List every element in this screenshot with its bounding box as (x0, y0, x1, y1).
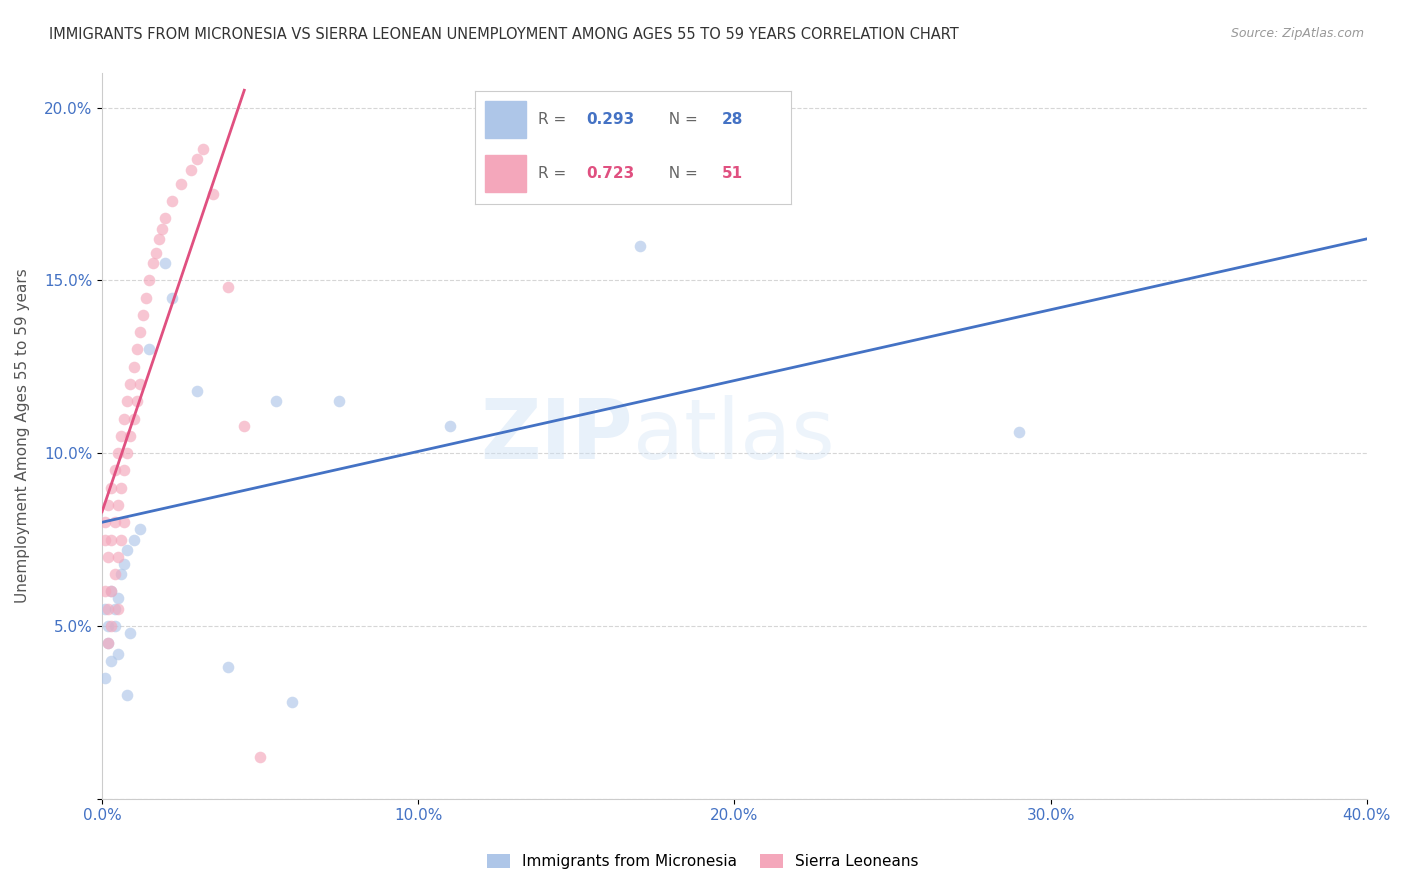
Point (117, 394, 139, 409)
Point (186, 384, 208, 398)
Point (97, 549, 120, 564)
Point (100, 481, 122, 495)
Point (112, 516, 135, 530)
Point (148, 232, 170, 246)
Point (107, 549, 129, 564)
Point (94, 671, 117, 685)
Point (100, 533, 122, 547)
Text: atlas: atlas (633, 395, 835, 476)
Point (104, 463, 127, 477)
Point (122, 359, 145, 374)
Point (122, 533, 145, 547)
Y-axis label: Unemployment Among Ages 55 to 59 years: Unemployment Among Ages 55 to 59 years (15, 268, 30, 603)
Point (110, 429, 132, 443)
Point (160, 194, 183, 208)
Point (217, 660, 239, 674)
Point (129, 325, 152, 339)
Point (107, 647, 129, 661)
Point (100, 653, 122, 667)
Point (110, 533, 132, 547)
Point (120, 377, 142, 392)
Point (104, 516, 127, 530)
Point (135, 291, 157, 305)
Point (94, 601, 117, 615)
Point (107, 446, 129, 460)
Point (104, 567, 127, 582)
Point (160, 291, 183, 305)
Point (107, 591, 129, 606)
Point (125, 343, 148, 357)
Text: IMMIGRANTS FROM MICRONESIA VS SIERRA LEONEAN UNEMPLOYMENT AMONG AGES 55 TO 59 YE: IMMIGRANTS FROM MICRONESIA VS SIERRA LEO… (49, 27, 959, 42)
Legend: Immigrants from Micronesia, Sierra Leoneans: Immigrants from Micronesia, Sierra Leone… (481, 848, 925, 875)
Point (129, 522, 152, 536)
Point (170, 177, 193, 191)
Text: Source: ZipAtlas.com: Source: ZipAtlas.com (1230, 27, 1364, 40)
Point (100, 584, 122, 599)
Point (110, 481, 132, 495)
Point (117, 446, 139, 460)
Point (138, 343, 160, 357)
Point (122, 411, 145, 425)
Point (100, 584, 122, 599)
Point (150, 221, 173, 235)
Point (180, 162, 202, 177)
Point (117, 688, 139, 702)
Point (328, 394, 350, 409)
Point (186, 153, 208, 167)
Text: ZIP: ZIP (481, 395, 633, 476)
Point (112, 463, 135, 477)
Point (1008, 425, 1031, 440)
Point (145, 245, 167, 260)
Point (280, 695, 302, 709)
Point (201, 186, 224, 201)
Point (120, 625, 142, 640)
Point (142, 256, 165, 270)
Point (104, 601, 127, 615)
Point (129, 377, 152, 392)
Point (107, 601, 129, 615)
Point (217, 280, 239, 294)
Point (110, 567, 132, 582)
Point (94, 516, 117, 530)
Point (264, 394, 287, 409)
Point (439, 418, 461, 433)
Point (120, 429, 142, 443)
Point (100, 619, 122, 633)
Point (117, 543, 139, 558)
Point (107, 498, 129, 512)
Point (233, 418, 256, 433)
Point (97, 619, 120, 633)
Point (138, 273, 160, 287)
Point (125, 394, 148, 409)
Point (112, 557, 135, 571)
Point (97, 498, 120, 512)
Point (628, 239, 651, 253)
Point (94, 584, 117, 599)
Point (193, 142, 215, 156)
Point (155, 211, 177, 226)
Point (97, 636, 120, 650)
Point (112, 411, 135, 425)
Point (104, 619, 127, 633)
Point (132, 308, 155, 322)
Point (94, 533, 117, 547)
Point (249, 750, 271, 764)
Point (97, 636, 120, 650)
Point (155, 256, 177, 270)
Point (97, 601, 120, 615)
